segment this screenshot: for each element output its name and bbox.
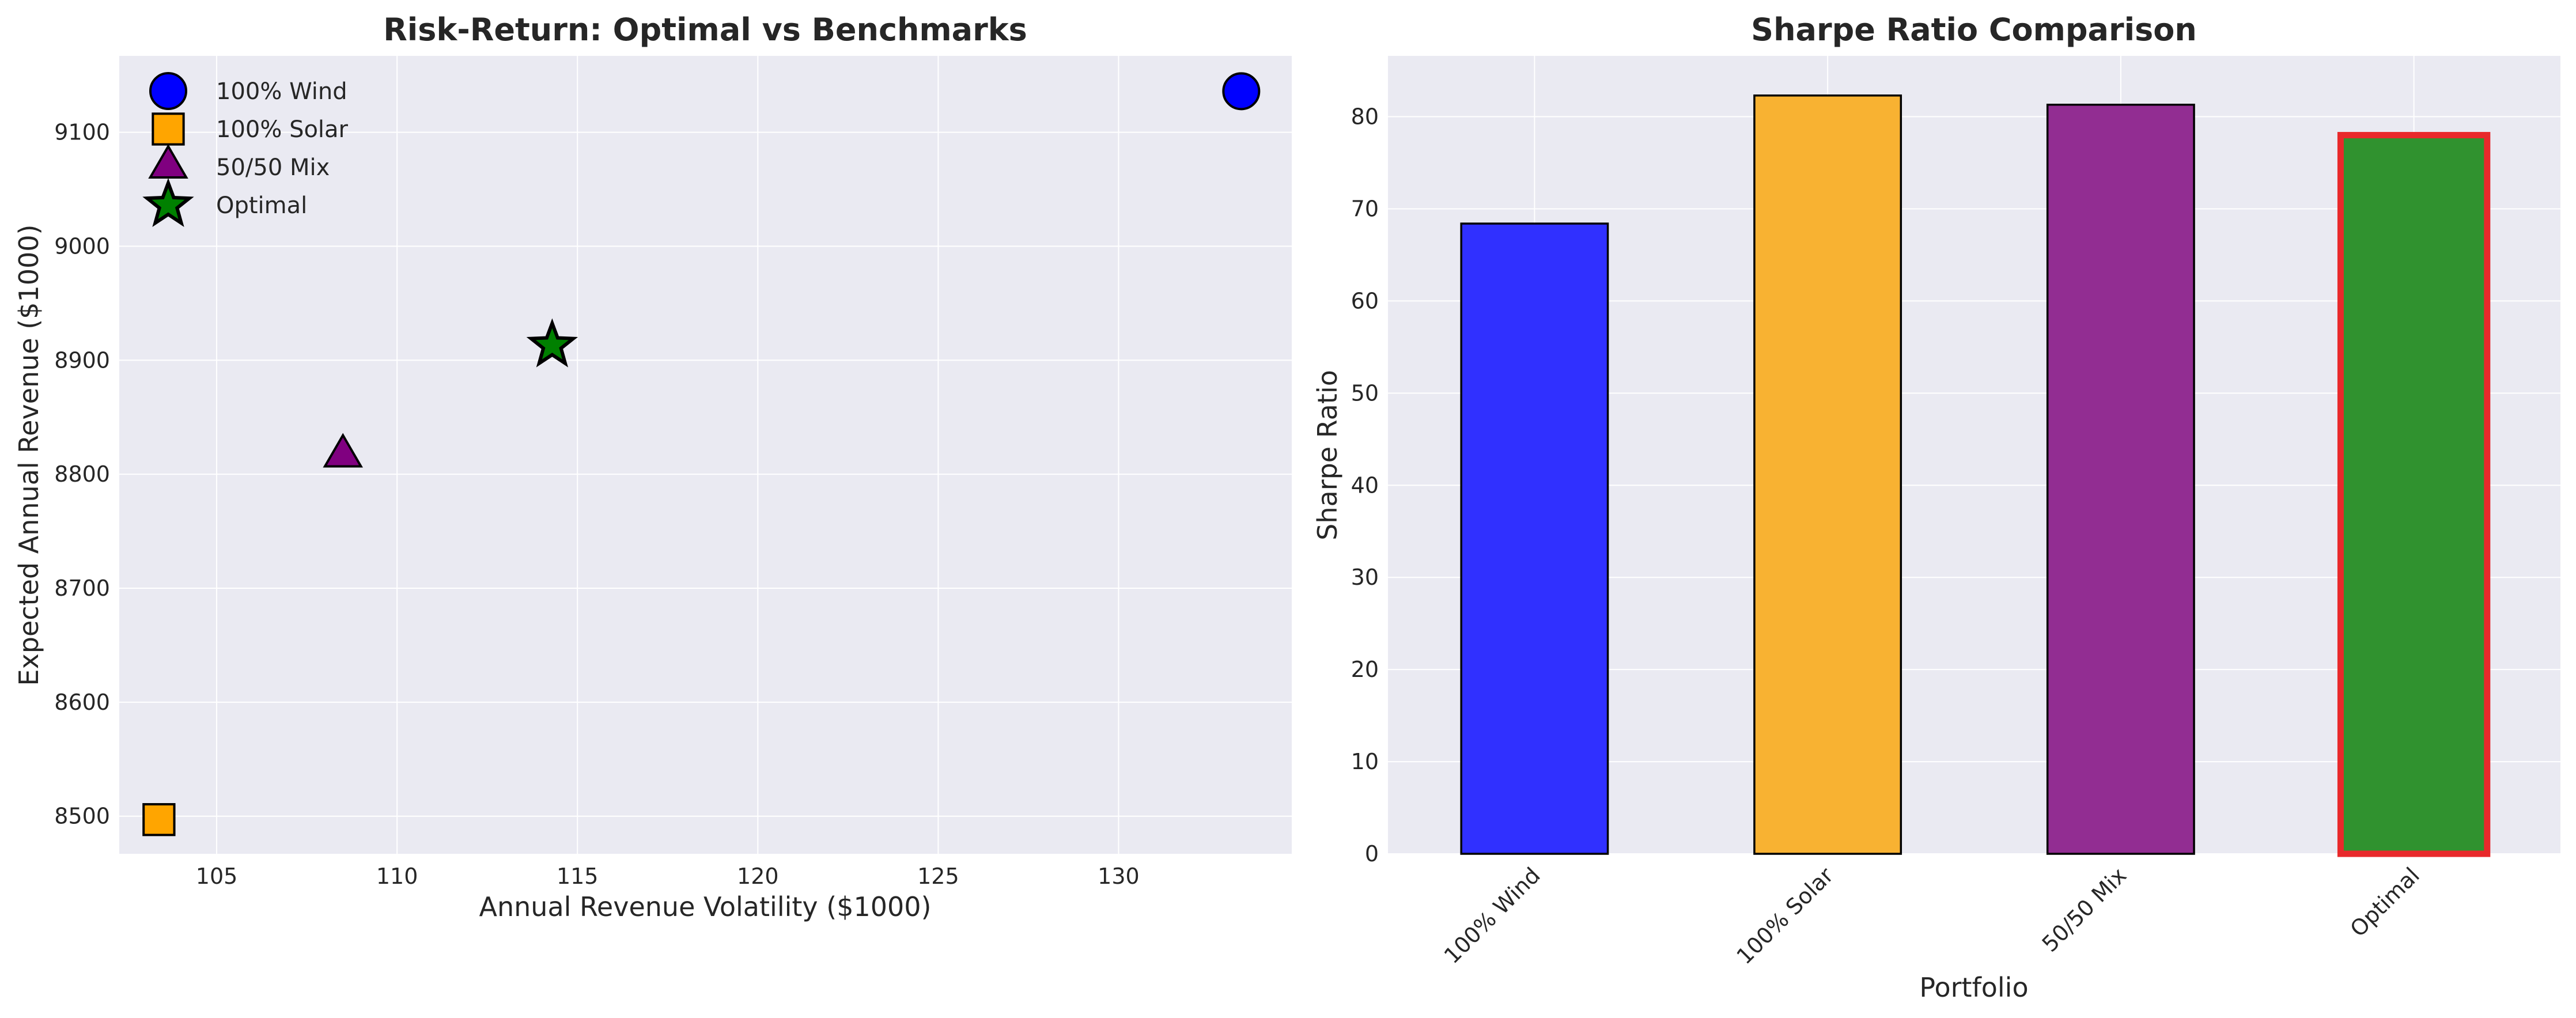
bar-marks xyxy=(1460,94,2491,857)
legend-marker xyxy=(142,177,194,228)
bar xyxy=(2337,132,2491,857)
legend-marker xyxy=(152,112,185,146)
scatter-marks xyxy=(142,72,1261,837)
bar-y-tick-label: 70 xyxy=(1351,196,1379,221)
scatter-y-tick-label: 8500 xyxy=(54,804,110,829)
scatter-x-tick-label: 115 xyxy=(557,864,599,889)
bar-y-tick-label: 30 xyxy=(1351,565,1379,590)
scatter-ticks: 105 110 115 120 125 130 8500 8600 8700 8800 8900 90… xyxy=(54,120,1139,889)
scatter-x-tick-label: 110 xyxy=(376,864,418,889)
scatter-y-tick-label: 8900 xyxy=(54,347,110,373)
scatter-x-tick-label: 105 xyxy=(196,864,238,889)
legend-label: 50/50 Mix xyxy=(216,154,330,181)
scatter-legend: 100% Wind 100% Solar 50/50 Mix Optimal xyxy=(142,72,349,228)
bar-y-tick-label: 80 xyxy=(1351,104,1379,130)
bar-title: Sharpe Ratio Comparison xyxy=(1751,12,2197,48)
bar-y-tick-label: 10 xyxy=(1351,749,1379,774)
bar-x-axis-label: Portfolio xyxy=(1919,972,2028,1003)
scatter-y-tick-label: 9100 xyxy=(54,120,110,145)
bar xyxy=(1753,94,1902,855)
scatter-point xyxy=(142,803,176,837)
scatter-chart: 105 110 115 120 125 130 8500 8600 8700 8800 8900 90… xyxy=(13,12,1292,922)
bar xyxy=(2046,104,2195,855)
scatter-x-tick-label: 130 xyxy=(1098,864,1140,889)
scatter-grid xyxy=(119,56,1292,854)
scatter-title: Risk-Return: Optimal vs Benchmarks xyxy=(383,12,1027,48)
scatter-y-tick-label: 8600 xyxy=(54,690,110,715)
bar-y-tick-label: 60 xyxy=(1351,288,1379,313)
legend-marker xyxy=(148,144,188,179)
bar-y-axis-label: Sharpe Ratio xyxy=(1312,370,1343,540)
scatter-x-tick-label: 125 xyxy=(917,864,959,889)
bar-y-tick-label: 0 xyxy=(1365,841,1379,866)
scatter-x-axis-label: Annual Revenue Volatility ($1000) xyxy=(479,891,932,922)
legend-label: 100% Wind xyxy=(216,78,347,105)
scatter-point xyxy=(323,433,363,468)
bar-y-tick-label: 40 xyxy=(1351,472,1379,498)
bar xyxy=(1460,222,1609,855)
scatter-y-tick-label: 8800 xyxy=(54,461,110,487)
bar-y-tick-label: 50 xyxy=(1351,380,1379,406)
scatter-y-tick-label: 9000 xyxy=(54,233,110,259)
scatter-x-tick-label: 120 xyxy=(737,864,779,889)
legend-marker xyxy=(149,72,187,110)
scatter-y-tick-label: 8700 xyxy=(54,576,110,601)
scatter-point xyxy=(526,318,578,368)
scatter-y-axis-label: Expected Annual Revenue ($1000) xyxy=(13,225,44,686)
bar-y-tick-label: 20 xyxy=(1351,657,1379,682)
scatter-point xyxy=(1222,72,1261,111)
scatter-plot-area xyxy=(119,56,1292,854)
legend-label: Optimal xyxy=(216,192,307,219)
legend-label: 100% Solar xyxy=(216,116,349,143)
